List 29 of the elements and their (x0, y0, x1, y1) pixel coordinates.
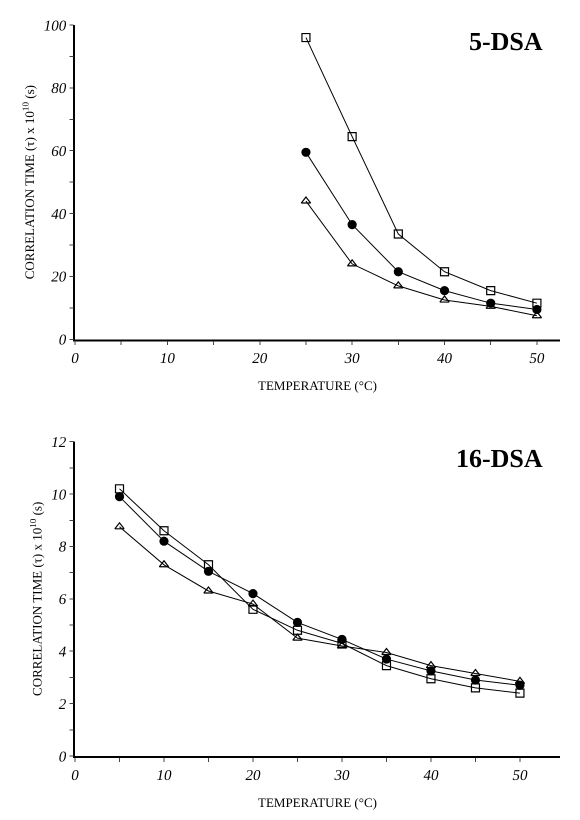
y-tick-label: 4 (58, 644, 67, 660)
chart-title: 16-DSA (456, 444, 543, 473)
x-axis-title: TEMPERATURE (°C) (258, 794, 377, 810)
y-tick-label: 10 (51, 487, 67, 504)
y-tick-label: 40 (51, 206, 67, 223)
y-tick-label: 0 (58, 749, 67, 766)
y-tick-label: 0 (58, 332, 67, 349)
y-tick-label: 2 (58, 696, 67, 713)
x-tick-label: 50 (529, 351, 545, 368)
y-tick-label: 80 (51, 81, 67, 98)
x-tick-label: 20 (245, 768, 261, 784)
x-tick-label: 40 (437, 351, 453, 368)
x-tick-label: 20 (252, 351, 268, 368)
x-tick-label: 10 (160, 351, 176, 368)
x-tick-label: 0 (71, 351, 80, 368)
y-tick-label: 100 (44, 18, 67, 34)
x-tick-label: 30 (333, 768, 350, 784)
x-tick-label: 30 (344, 351, 360, 368)
y-tick-label: 20 (51, 270, 67, 286)
chart-title: 5-DSA (469, 27, 543, 56)
x-tick-label: 50 (512, 768, 528, 784)
y-tick-label: 8 (58, 540, 67, 556)
y-tick-label: 6 (58, 592, 67, 608)
x-tick-label: 0 (71, 768, 80, 784)
x-tick-label: 40 (423, 768, 439, 784)
y-tick-label: 60 (51, 144, 67, 160)
y-tick-label: 12 (51, 434, 67, 451)
x-axis-title: TEMPERATURE (°C) (258, 378, 377, 394)
x-tick-label: 10 (156, 768, 172, 784)
